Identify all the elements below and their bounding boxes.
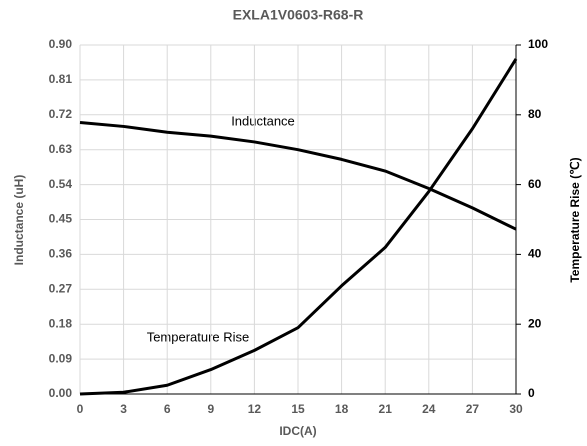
y2-axis-label: Temperature Rise (℃): [568, 157, 582, 282]
y2-tick-label: 40: [528, 247, 542, 261]
x-tick-label: 18: [335, 402, 349, 416]
y2-tick-label: 0: [528, 386, 535, 400]
x-tick-label: 6: [164, 402, 171, 416]
x-tick-label: 21: [379, 402, 393, 416]
y-tick-label: 0.00: [49, 386, 73, 400]
y2-tick-label: 60: [528, 177, 542, 191]
x-tick-label: 24: [422, 402, 436, 416]
y-tick-label: 0.72: [49, 107, 73, 121]
line-series: [79, 121, 517, 231]
x-tick-label: 15: [291, 402, 305, 416]
y-axis-label: Inductance (uH): [12, 175, 26, 266]
x-tick-label: 27: [466, 402, 480, 416]
annotation: Inductance: [231, 113, 295, 128]
y-tick-label: 0.81: [49, 72, 73, 86]
line-series: [79, 58, 518, 396]
y-tick-label: 0.63: [49, 142, 73, 156]
x-tick-label: 30: [509, 402, 523, 416]
y2-tick-label: 100: [528, 37, 548, 51]
y-tick-label: 0.90: [49, 37, 73, 51]
x-tick-label: 3: [120, 402, 127, 416]
y-tick-label: 0.18: [49, 316, 73, 330]
x-axis-label: IDC(A): [279, 424, 316, 438]
annotation: Temperature Rise: [147, 329, 250, 344]
y2-tick-label: 80: [528, 107, 542, 121]
y-tick-label: 0.54: [49, 177, 73, 191]
y2-tick-label: 20: [528, 316, 542, 330]
x-tick-label: 9: [207, 402, 214, 416]
x-tick-label: 12: [248, 402, 262, 416]
y-tick-label: 0.27: [49, 281, 73, 295]
y-tick-label: 0.09: [49, 351, 73, 365]
y-tick-label: 0.45: [49, 212, 73, 226]
chart-title: EXLA1V0603-R68-R: [233, 7, 364, 23]
x-tick-label: 0: [77, 402, 84, 416]
y-tick-label: 0.36: [49, 247, 73, 261]
